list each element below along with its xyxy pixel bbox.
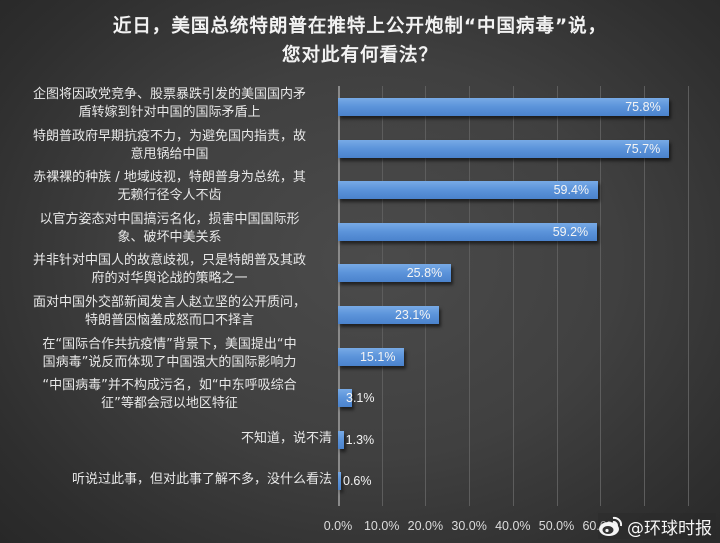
x-tick-label: 10.0%: [363, 519, 400, 533]
bar: [338, 347, 404, 366]
category-label-line-2: 国病毒”说反而体现了中国强大的国际影响力: [42, 354, 297, 370]
category-label: 并非针对中国人的故意歧视，只是特朗普及其政 府的对华舆论战的策略之一: [7, 252, 332, 288]
x-tick-label: 50.0%: [538, 519, 575, 533]
category-label-line-1: 面对中国外交部新闻发言人赵立坚的公开质问，: [32, 295, 306, 310]
chart-title-line-2: 您对此有何看法？: [281, 45, 438, 66]
bar: [338, 222, 597, 241]
category-label-line-2: 盾转嫁到针对中国的国际矛盾上: [78, 105, 261, 120]
bar-value-label: 59.4%: [553, 183, 590, 198]
bar-value-label: 0.6%: [343, 474, 372, 489]
grid-line: [600, 86, 601, 506]
category-label: 面对中国外交部新闻发言人赵立坚的公开质问， 特朗普因恼羞成怒而口不择言: [7, 294, 332, 330]
bar: [338, 181, 598, 200]
bar-value-label: 75.7%: [624, 141, 661, 156]
category-label: 特朗普政府早期抗疫不力，为避免国内指责，故 意甩锅给中国: [7, 128, 332, 164]
bar: [338, 430, 344, 449]
bar: [338, 264, 451, 283]
bar-row: “中国病毒”并不构成污名，如“中东呼吸综合 征”等都会冠以地区特征 3.1%: [0, 377, 720, 417]
chart-title: 近日，美国总统特朗普在推特上公开炮制“中国病毒”说， 您对此有何看法？: [0, 12, 720, 70]
bar-row: 听说过此事，但对此事了解不多，没什么看法 0.6%: [0, 460, 720, 500]
bar-value-label: 3.1%: [346, 391, 375, 406]
bar-value-label: 1.3%: [345, 432, 375, 447]
grid-line: [644, 86, 645, 506]
weibo-icon: [599, 516, 623, 536]
bar: [338, 139, 669, 158]
bar: [338, 389, 352, 408]
category-label: 赤裸裸的种族 / 地域歧视，特朗普身为总统，其 无赖行径令人不齿: [7, 169, 332, 205]
bar-row: 赤裸裸的种族 / 地域歧视，特朗普身为总统，其 无赖行径令人不齿 59.4%: [0, 169, 720, 209]
bar: [338, 98, 670, 116]
category-label-line-1: “中国病毒”并不构成污名，如“中东呼吸综合: [42, 378, 297, 394]
x-tick-label: 20.0%: [407, 519, 444, 533]
chart-title-line-1: 近日，美国总统特朗普在推特上公开炮制“中国病毒”说，: [112, 16, 608, 37]
grid-line: [688, 86, 689, 506]
category-label: 在“国际合作共抗疫情”背景下，美国提出“中 国病毒”说反而体现了中国强大的国际影响…: [7, 336, 332, 372]
bar-row: 企图将因政党竞争、股票暴跌引发的美国国内矛 盾转嫁到针对中国的国际矛盾上 75.8%: [0, 86, 720, 126]
category-label: 企图将因政党竞争、股票暴跌引发的美国国内矛 盾转嫁到针对中国的国际矛盾上: [7, 86, 332, 122]
grid-line: [513, 86, 514, 506]
grid-line: [469, 86, 470, 506]
bar-value-label: 25.8%: [406, 266, 443, 281]
category-label-line-2: 府的对华舆论战的策略之一: [91, 271, 248, 287]
category-label-line-2: 无赖行径令人不齿: [117, 188, 222, 204]
category-label-line-1: 以官方姿态对中国搞污名化，损害中国国际形: [39, 211, 300, 227]
category-label-line-2: 意甩锅给中国: [130, 146, 209, 162]
grid-line: [557, 86, 558, 506]
category-label: 以官方姿态对中国搞污名化，损害中国国际形 象、破坏中美关系: [7, 211, 332, 247]
watermark-text: @环球时报: [627, 518, 712, 539]
x-tick-label: 40.0%: [495, 519, 531, 533]
bar-value-label: 75.8%: [625, 100, 661, 114]
category-label-line-1: 听说过此事，但对此事了解不多，没什么看法: [71, 472, 332, 488]
bar-row: 特朗普政府早期抗疫不力，为避免国内指责，故 意甩锅给中国 75.7%: [0, 128, 720, 168]
category-label: “中国病毒”并不构成污名，如“中东呼吸综合 征”等都会冠以地区特征: [7, 377, 332, 413]
bar-row: 在“国际合作共抗疫情”背景下，美国提出“中 国病毒”说反而体现了中国强大的国际影响…: [0, 336, 720, 376]
bar-value-label: 23.1%: [394, 308, 431, 322]
grid-line: [425, 86, 426, 506]
bar-value-label: 15.1%: [359, 349, 396, 364]
y-axis-line: [338, 86, 340, 506]
bar-row: 不知道，说不清 1.3%: [0, 419, 720, 459]
bar-value-label: 59.2%: [552, 224, 589, 239]
category-label: 不知道，说不清: [7, 430, 332, 448]
category-label-line-1: 企图将因政党竞争、股票暴跌引发的美国国内矛: [32, 87, 306, 102]
bar: [338, 472, 341, 491]
category-label-line-1: 在“国际合作共抗疫情”背景下，美国提出“中: [42, 336, 297, 352]
category-label-line-2: 象、破坏中美关系: [117, 229, 222, 245]
category-label-line-1: 赤裸裸的种族 / 地域歧视，特朗普身为总统，其: [33, 170, 306, 186]
category-label-line-1: 不知道，说不清: [240, 430, 332, 446]
bar: [338, 306, 439, 324]
plot-area: 企图将因政党竞争、股票暴跌引发的美国国内矛 盾转嫁到针对中国的国际矛盾上 75.8%…: [33, 86, 698, 506]
bar-row: 并非针对中国人的故意歧视，只是特朗普及其政 府的对华舆论战的策略之一 25.8%: [0, 252, 720, 292]
bar-row: 面对中国外交部新闻发言人赵立坚的公开质问， 特朗普因恼羞成怒而口不择言 23.1%: [0, 294, 720, 334]
grid-line: [382, 86, 383, 506]
x-tick-label: 30.0%: [451, 519, 487, 533]
category-label: 听说过此事，但对此事了解不多，没什么看法: [7, 471, 332, 489]
watermark: @环球时报: [598, 513, 716, 539]
category-label-line-1: 特朗普政府早期抗疫不力，为避免国内指责，故: [32, 128, 306, 144]
category-label-line-1: 并非针对中国人的故意歧视，只是特朗普及其政: [32, 253, 306, 269]
bar-row: 以官方姿态对中国搞污名化，损害中国国际形 象、破坏中美关系 59.2%: [0, 211, 720, 251]
x-tick-label: 0.0%: [323, 519, 353, 533]
category-label-line-2: 征”等都会冠以地区特征: [101, 396, 238, 412]
category-label-line-2: 特朗普因恼羞成怒而口不择言: [84, 313, 254, 328]
